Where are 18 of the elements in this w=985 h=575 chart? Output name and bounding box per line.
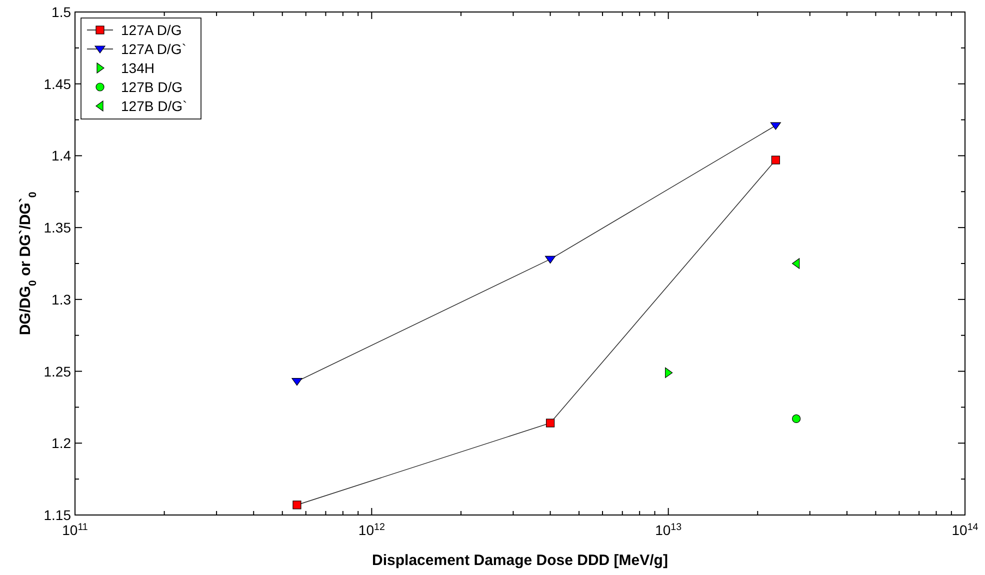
legend-label: 127A D/G (121, 22, 182, 38)
x-tick-label: 10$^{12}$ (358, 522, 385, 538)
y-tick-label: 1.3 (52, 291, 72, 308)
y-tick-label: 1.25 (44, 363, 72, 380)
legend-label: 134H (121, 60, 154, 76)
y-tick-label: 1.4 (52, 148, 72, 164)
legend-label: 127A D/G` (121, 41, 186, 57)
y-tick-label: 1.45 (44, 76, 72, 92)
legend-label: 127B D/G` (121, 98, 188, 114)
y-tick-label: 1.5 (52, 4, 72, 20)
y-tick-label: 1.2 (52, 435, 72, 452)
x-tick-label: 10$^{11}$ (62, 522, 88, 538)
x-tick-label: 10$^{13}$ (655, 522, 682, 538)
x-tick-label: 10$^{14}$ (952, 522, 979, 538)
legend-label: 127B D/G (121, 79, 182, 95)
y-tick-label: 1.15 (44, 507, 72, 523)
y-tick-label: 1.35 (44, 220, 72, 236)
x-axis-title: Displacement Damage Dose DDD [MeV/g] (372, 552, 668, 569)
